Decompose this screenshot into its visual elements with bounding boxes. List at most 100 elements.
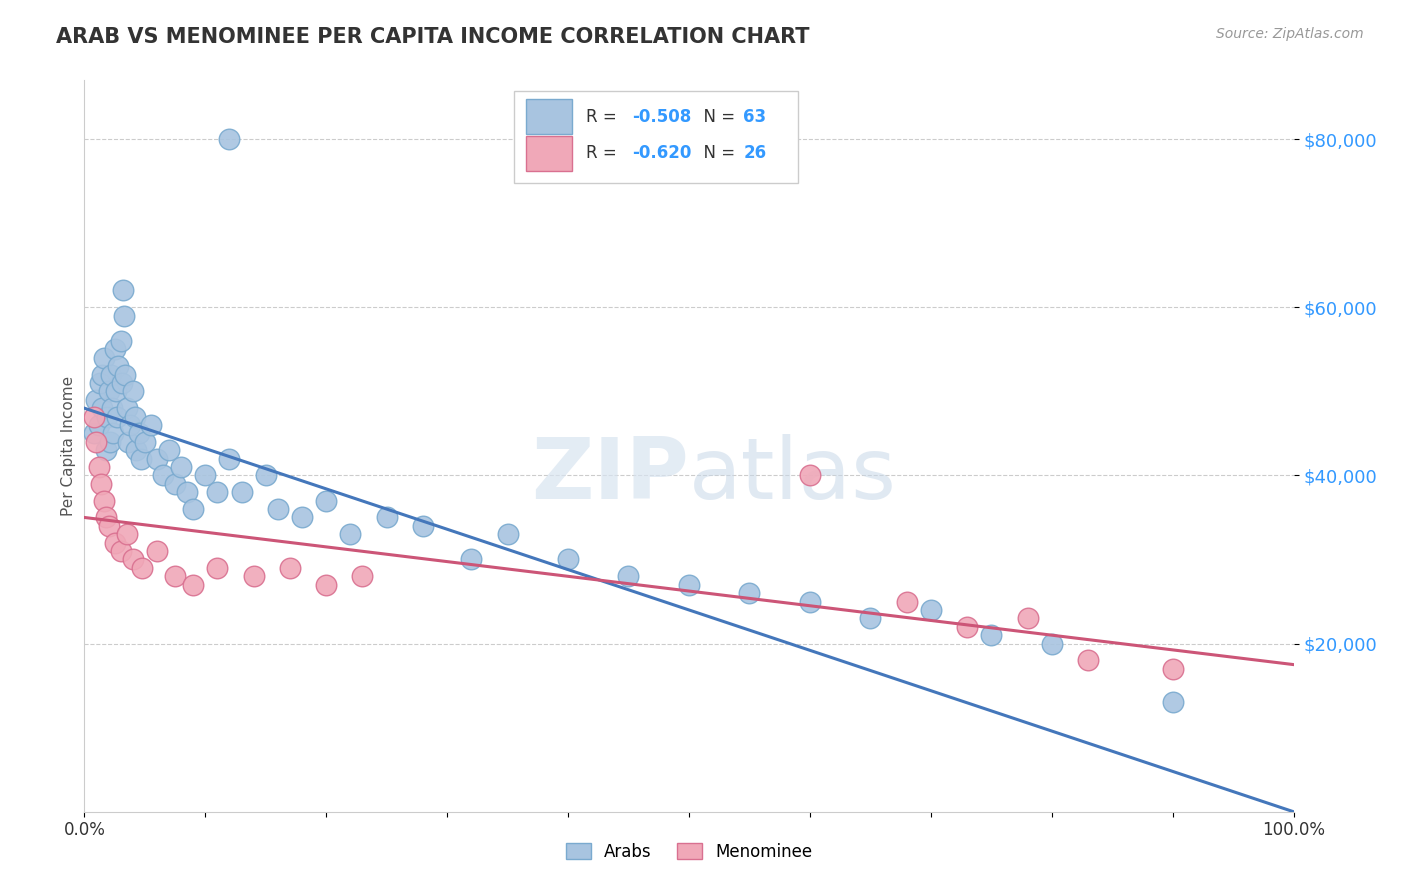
- Point: [242, 569, 264, 583]
- Text: 63: 63: [744, 108, 766, 126]
- Point: [254, 468, 277, 483]
- Point: [104, 343, 127, 357]
- Point: [89, 376, 111, 390]
- Point: [352, 569, 374, 583]
- Point: [315, 578, 337, 592]
- Point: [115, 527, 138, 541]
- Point: [128, 426, 150, 441]
- Point: [86, 434, 108, 449]
- Point: [218, 132, 240, 146]
- Point: [103, 426, 125, 441]
- Point: [91, 401, 114, 416]
- Text: ZIP: ZIP: [531, 434, 689, 516]
- Point: [93, 493, 115, 508]
- Text: -0.620: -0.620: [633, 145, 692, 162]
- Point: [134, 434, 156, 449]
- Point: [96, 409, 118, 424]
- Point: [980, 628, 1002, 642]
- Point: [139, 417, 162, 432]
- Text: Source: ZipAtlas.com: Source: ZipAtlas.com: [1216, 27, 1364, 41]
- Text: R =: R =: [586, 145, 623, 162]
- Point: [94, 443, 117, 458]
- Point: [104, 535, 127, 549]
- Y-axis label: Per Capita Income: Per Capita Income: [60, 376, 76, 516]
- Point: [799, 468, 821, 483]
- Point: [678, 578, 700, 592]
- Text: -0.508: -0.508: [633, 108, 692, 126]
- Point: [146, 544, 169, 558]
- Point: [496, 527, 519, 541]
- Point: [170, 460, 193, 475]
- Point: [93, 351, 115, 365]
- Point: [97, 384, 120, 399]
- Point: [181, 578, 204, 592]
- Point: [617, 569, 640, 583]
- Point: [315, 493, 337, 508]
- Text: N =: N =: [693, 108, 740, 126]
- Point: [121, 384, 143, 399]
- FancyBboxPatch shape: [526, 136, 572, 171]
- Point: [375, 510, 398, 524]
- Point: [97, 519, 120, 533]
- Point: [1017, 611, 1039, 625]
- Point: [207, 561, 229, 575]
- Point: [83, 409, 105, 424]
- Point: [112, 284, 135, 298]
- Point: [111, 376, 134, 390]
- Point: [94, 510, 117, 524]
- Text: ARAB VS MENOMINEE PER CAPITA INCOME CORRELATION CHART: ARAB VS MENOMINEE PER CAPITA INCOME CORR…: [56, 27, 810, 46]
- Point: [278, 561, 301, 575]
- Text: N =: N =: [693, 145, 740, 162]
- Point: [105, 409, 128, 424]
- Point: [207, 485, 229, 500]
- Point: [231, 485, 253, 500]
- Point: [83, 426, 105, 441]
- Point: [181, 502, 204, 516]
- Point: [165, 476, 187, 491]
- Point: [194, 468, 217, 483]
- Point: [117, 434, 139, 449]
- Point: [859, 611, 882, 625]
- Point: [121, 552, 143, 566]
- Point: [110, 334, 132, 348]
- Point: [115, 401, 138, 416]
- Point: [412, 519, 434, 533]
- Point: [738, 586, 761, 600]
- Point: [124, 409, 146, 424]
- Point: [1077, 653, 1099, 667]
- FancyBboxPatch shape: [526, 99, 572, 135]
- Point: [146, 451, 169, 466]
- Point: [152, 468, 174, 483]
- Point: [125, 443, 148, 458]
- Point: [87, 417, 110, 432]
- Point: [956, 620, 979, 634]
- Point: [218, 451, 240, 466]
- Point: [557, 552, 579, 566]
- Point: [91, 368, 114, 382]
- Point: [104, 384, 127, 399]
- Point: [98, 434, 121, 449]
- Point: [267, 502, 290, 516]
- Text: atlas: atlas: [689, 434, 897, 516]
- Point: [120, 417, 142, 432]
- Point: [1040, 636, 1063, 650]
- Point: [460, 552, 482, 566]
- Point: [114, 368, 136, 382]
- Point: [157, 443, 180, 458]
- Text: 26: 26: [744, 145, 766, 162]
- Point: [101, 401, 124, 416]
- Point: [799, 594, 821, 608]
- Legend: Arabs, Menominee: Arabs, Menominee: [561, 838, 817, 865]
- Point: [920, 603, 942, 617]
- Point: [176, 485, 198, 500]
- Point: [896, 594, 918, 608]
- Point: [129, 451, 152, 466]
- Text: R =: R =: [586, 108, 623, 126]
- FancyBboxPatch shape: [513, 91, 797, 183]
- Point: [1161, 662, 1184, 676]
- Point: [90, 476, 112, 491]
- Point: [86, 392, 108, 407]
- Point: [291, 510, 314, 524]
- Point: [112, 309, 135, 323]
- Point: [110, 544, 132, 558]
